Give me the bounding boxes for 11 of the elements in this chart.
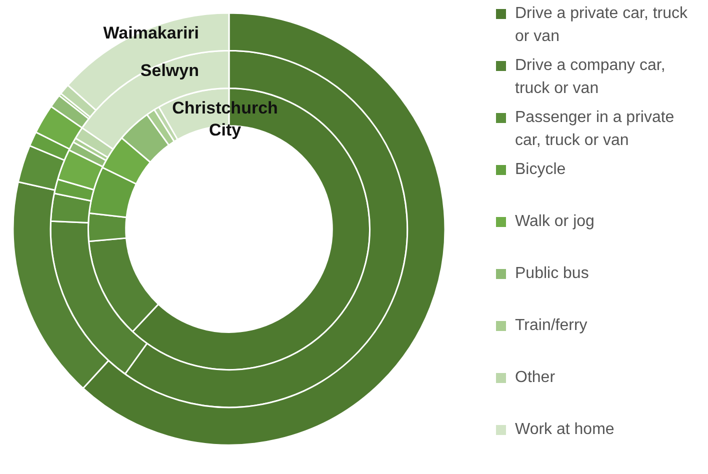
- legend-label: Public bus: [515, 264, 589, 284]
- legend-label: Passenger in a private car, truck or van: [515, 108, 676, 151]
- legend-label: Train/ferry: [515, 316, 588, 336]
- slice-label: Selwyn: [140, 61, 199, 80]
- legend-label: Other: [515, 368, 556, 388]
- slice-label: Waimakariri: [103, 23, 199, 42]
- legend-label: Walk or jog: [515, 212, 594, 232]
- legend-label: Bicycle: [515, 160, 566, 180]
- legend-label: Drive a company car, truck or van: [515, 56, 666, 99]
- legend-label: Work at home: [515, 420, 614, 440]
- legend-label: Drive a private car, truck or van: [515, 4, 688, 47]
